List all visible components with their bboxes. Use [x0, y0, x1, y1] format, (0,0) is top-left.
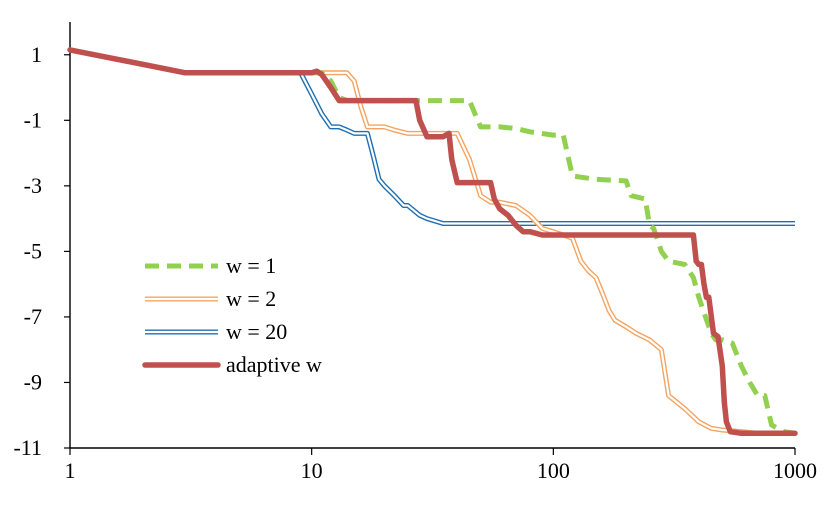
- legend-label: w = 1: [226, 253, 276, 278]
- legend-item-adaptive-w: adaptive w: [142, 352, 322, 377]
- legend-label: w = 2: [226, 286, 276, 311]
- legend-item-w-1: w = 1: [145, 253, 276, 278]
- y-tick-label: -3: [24, 173, 42, 198]
- series-adaptive-w-path: [67, 47, 798, 437]
- y-tick-label: -9: [24, 369, 42, 394]
- series-adaptive-w: [67, 47, 798, 437]
- series-w-2-path: [69, 47, 795, 436]
- legend: w = 1 w = 2 w = 20 adaptive w: [142, 253, 322, 377]
- x-tick-label: 1000: [773, 458, 817, 483]
- series-w-1-path: [69, 47, 796, 436]
- y-tick-label: 1: [31, 42, 42, 67]
- y-tick-label: -11: [13, 435, 42, 460]
- series-lines: [67, 47, 798, 437]
- y-tick-label: -7: [24, 304, 42, 329]
- axes: [69, 22, 795, 449]
- legend-label: adaptive w: [226, 352, 322, 377]
- series-w-1: [69, 47, 796, 436]
- y-tick-label: -1: [24, 107, 42, 132]
- legend-item-w-20: w = 20: [145, 319, 287, 344]
- x-tick-label: 10: [301, 458, 323, 483]
- series-w-2-path-inner: [69, 48, 795, 435]
- legend-item-w-2: w = 2: [145, 286, 276, 311]
- tick-labels: 1 -1 -3 -5 -7 -9 -11 1 10 100 1000: [13, 42, 817, 483]
- legend-label: w = 20: [226, 319, 287, 344]
- series-w-2: [69, 47, 795, 436]
- x-tick-label: 100: [537, 458, 570, 483]
- y-tick-label: -5: [24, 238, 42, 263]
- x-tick-label: 1: [65, 458, 76, 483]
